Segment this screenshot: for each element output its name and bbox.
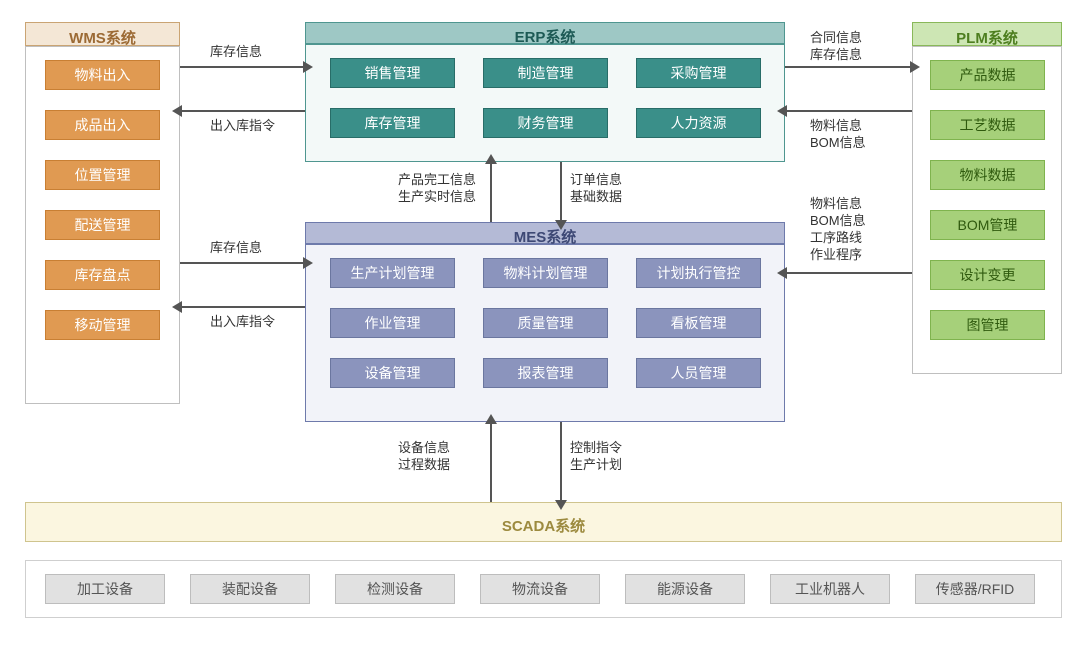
plm-module-3: BOM管理 [930, 210, 1045, 240]
wms_mes_bot-label: 出入库指令 [210, 314, 275, 331]
mes_plm-label: 物料信息 BOM信息 工序路线 作业程序 [810, 196, 866, 264]
mes-module-2: 计划执行管控 [636, 258, 761, 288]
erp-module-0: 销售管理 [330, 58, 455, 88]
plm-module-1: 工艺数据 [930, 110, 1045, 140]
mes_scada_down-label: 控制指令 生产计划 [570, 440, 622, 474]
wms_erp_top-line [180, 66, 305, 68]
plm-module-4: 设计变更 [930, 260, 1045, 290]
mes-module-1: 物料计划管理 [483, 258, 608, 288]
wms_mes_bot-line [180, 306, 305, 308]
mes-module-8: 人员管理 [636, 358, 761, 388]
erp-module-4: 财务管理 [483, 108, 608, 138]
equipment-module-4: 能源设备 [625, 574, 745, 604]
mes_plm-head [777, 267, 787, 279]
erp_mes_up-label: 产品完工信息 生产实时信息 [398, 172, 476, 206]
wms_erp_bot-head [172, 105, 182, 117]
mes_scada_up-head [485, 414, 497, 424]
erp-header: ERP系统 [305, 22, 785, 44]
mes-module-3: 作业管理 [330, 308, 455, 338]
diagram-canvas: WMS系统物料出入成品出入位置管理配送管理库存盘点移动管理 ERP系统销售管理制造… [0, 0, 1080, 653]
equipment-module-2: 检测设备 [335, 574, 455, 604]
mes-module-6: 设备管理 [330, 358, 455, 388]
wms_erp_top-label: 库存信息 [210, 44, 262, 61]
plm-module-2: 物料数据 [930, 160, 1045, 190]
wms-module-3: 配送管理 [45, 210, 160, 240]
scada-bar: SCADA系统 [25, 502, 1062, 542]
equipment-module-3: 物流设备 [480, 574, 600, 604]
wms_erp_bot-label: 出入库指令 [210, 118, 275, 135]
mes_scada_down-head [555, 500, 567, 510]
erp_plm_top-head [910, 61, 920, 73]
erp-module-3: 库存管理 [330, 108, 455, 138]
wms_mes_top-label: 库存信息 [210, 240, 262, 257]
erp-module-1: 制造管理 [483, 58, 608, 88]
erp_mes_down-line [560, 162, 562, 222]
erp_plm_bot-line [785, 110, 912, 112]
wms_mes_top-head [303, 257, 313, 269]
wms_erp_top-head [303, 61, 313, 73]
wms_mes_bot-head [172, 301, 182, 313]
erp-module-2: 采购管理 [636, 58, 761, 88]
erp_plm_top-label: 合同信息 库存信息 [810, 30, 862, 64]
equipment-module-5: 工业机器人 [770, 574, 890, 604]
wms_mes_top-line [180, 262, 305, 264]
wms-module-4: 库存盘点 [45, 260, 160, 290]
wms-module-2: 位置管理 [45, 160, 160, 190]
erp-module-5: 人力资源 [636, 108, 761, 138]
mes-module-4: 质量管理 [483, 308, 608, 338]
mes_scada_down-line [560, 422, 562, 502]
plm-module-5: 图管理 [930, 310, 1045, 340]
mes-header: MES系统 [305, 222, 785, 244]
equipment-module-0: 加工设备 [45, 574, 165, 604]
wms-module-5: 移动管理 [45, 310, 160, 340]
plm-module-0: 产品数据 [930, 60, 1045, 90]
wms-header: WMS系统 [25, 22, 180, 46]
mes-module-5: 看板管理 [636, 308, 761, 338]
mes_plm-line [785, 272, 912, 274]
wms-module-1: 成品出入 [45, 110, 160, 140]
erp_mes_up-line [490, 162, 492, 222]
plm-header: PLM系统 [912, 22, 1062, 46]
mes-module-0: 生产计划管理 [330, 258, 455, 288]
erp_mes_down-head [555, 220, 567, 230]
erp_plm_bot-label: 物料信息 BOM信息 [810, 118, 866, 152]
equipment-module-1: 装配设备 [190, 574, 310, 604]
mes-module-7: 报表管理 [483, 358, 608, 388]
erp_mes_up-head [485, 154, 497, 164]
erp_plm_bot-head [777, 105, 787, 117]
wms_erp_bot-line [180, 110, 305, 112]
equipment-module-6: 传感器/RFID [915, 574, 1035, 604]
erp_plm_top-line [785, 66, 912, 68]
mes_scada_up-line [490, 422, 492, 502]
mes_scada_up-label: 设备信息 过程数据 [398, 440, 450, 474]
wms-module-0: 物料出入 [45, 60, 160, 90]
erp_mes_down-label: 订单信息 基础数据 [570, 172, 622, 206]
